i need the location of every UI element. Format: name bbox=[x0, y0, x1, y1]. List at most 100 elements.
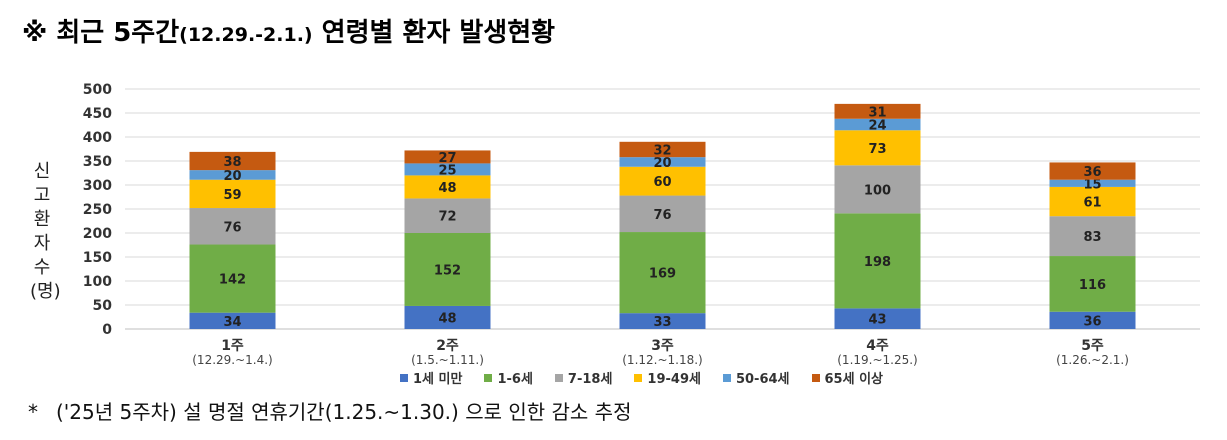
data-label: 76 bbox=[653, 208, 671, 223]
legend-label: 1세 미만 bbox=[413, 372, 463, 387]
data-label: 60 bbox=[653, 175, 671, 190]
bar-segment bbox=[404, 233, 491, 306]
x-tick-sublabel: (1.26.~2.1.) bbox=[1056, 353, 1129, 367]
data-label: 100 bbox=[864, 183, 891, 198]
bar-segment bbox=[189, 208, 276, 245]
bar-segment bbox=[189, 312, 276, 329]
y-tick-label: 250 bbox=[83, 202, 112, 218]
bar-segment bbox=[834, 118, 921, 131]
data-label: 27 bbox=[438, 151, 456, 166]
title-prefix: ※ 최근 5주간 bbox=[22, 18, 180, 48]
legend-swatch bbox=[484, 373, 493, 382]
y-tick-label: 0 bbox=[102, 322, 112, 338]
bar-segment bbox=[1049, 179, 1136, 187]
legend-label: 7-18세 bbox=[567, 372, 613, 387]
y-tick-label: 150 bbox=[83, 250, 112, 266]
bar-segment bbox=[834, 165, 921, 214]
bar-segment bbox=[619, 141, 706, 158]
data-label: 48 bbox=[438, 181, 456, 196]
data-label: 34 bbox=[223, 315, 241, 330]
stacked-bar-chart: 0 50 100 150 200 250 300 350 400 450 500 34 142 76 59 2… bbox=[83, 82, 1200, 367]
bar-segment bbox=[189, 244, 276, 313]
data-label: 20 bbox=[653, 156, 671, 171]
data-label: 72 bbox=[438, 210, 456, 225]
title-suffix: 연령별 환자 발생현황 bbox=[312, 18, 556, 48]
bar-segment bbox=[1049, 311, 1136, 329]
data-label: 15 bbox=[1083, 177, 1101, 192]
legend-swatch bbox=[811, 373, 820, 382]
legend-swatch bbox=[554, 373, 563, 382]
bar-segment bbox=[619, 166, 706, 196]
data-label: 116 bbox=[1079, 278, 1106, 293]
y-tick-label: 200 bbox=[83, 226, 112, 242]
legend-label: 50-64세 bbox=[735, 372, 790, 387]
data-label: 198 bbox=[864, 255, 891, 270]
legend-label: 65세 이상 bbox=[824, 372, 884, 387]
data-label: 73 bbox=[868, 142, 886, 157]
bar-segment bbox=[1049, 256, 1136, 312]
legend-item: 19-49세 bbox=[634, 368, 701, 387]
x-tick-sublabel: (1.5.~1.11.) bbox=[411, 353, 484, 367]
bar-segment bbox=[1049, 216, 1136, 257]
footnote-text: ('25년 5주차) 설 명절 연휴기간(1.25.~1.30.) 으로 인한 … bbox=[56, 400, 632, 424]
title-date-range: (12.29.-2.1.) bbox=[179, 24, 313, 46]
y-tick-label: 300 bbox=[83, 178, 112, 194]
chart-title: ※ 최근 5주간(12.29.-2.1.) 연령별 환자 발생현황 bbox=[22, 12, 555, 49]
bar-segment bbox=[189, 179, 276, 209]
legend-item: 1세 미만 bbox=[400, 368, 462, 387]
data-label: 48 bbox=[438, 311, 456, 326]
bar-segment bbox=[834, 130, 921, 166]
legend-item: 65세 이상 bbox=[811, 368, 884, 387]
data-label: 33 bbox=[653, 315, 671, 330]
legend-item: 50-64세 bbox=[722, 368, 790, 387]
data-label: 38 bbox=[223, 155, 241, 170]
bar-segment bbox=[404, 175, 491, 199]
data-label: 61 bbox=[1083, 196, 1101, 211]
bar-segment bbox=[834, 103, 921, 119]
data-label: 76 bbox=[223, 220, 241, 235]
data-label: 32 bbox=[653, 143, 671, 158]
x-tick-label: 3주 bbox=[651, 338, 674, 354]
data-label: 31 bbox=[868, 105, 886, 120]
bar-segment bbox=[189, 170, 276, 180]
bar-segment bbox=[619, 232, 706, 314]
legend-item: 7-18세 bbox=[554, 368, 613, 387]
bar-segment bbox=[404, 198, 491, 233]
x-tick-label: 1주 bbox=[221, 338, 244, 354]
bar-segment bbox=[619, 313, 706, 329]
footnote: * ('25년 5주차) 설 명절 연휴기간(1.25.~1.30.) 으로 인한… bbox=[28, 396, 631, 425]
bar-segment bbox=[619, 195, 706, 233]
legend-swatch bbox=[400, 373, 408, 382]
y-tick-label: 50 bbox=[93, 298, 113, 314]
legend-label: 1-6세 bbox=[497, 372, 533, 387]
legend-label: 19-49세 bbox=[647, 372, 701, 387]
data-label: 36 bbox=[1083, 314, 1101, 329]
x-tick-sublabel: (1.12.~1.18.) bbox=[622, 353, 702, 367]
bar-segment bbox=[189, 151, 276, 171]
data-label: 36 bbox=[1083, 165, 1101, 180]
y-tick-label: 450 bbox=[83, 106, 112, 122]
legend-item: 1-6세 bbox=[484, 368, 533, 387]
x-tick-label: 2주 bbox=[436, 338, 459, 354]
data-label: 59 bbox=[223, 188, 241, 203]
bar-segment bbox=[1049, 162, 1136, 180]
bar-segment bbox=[619, 157, 706, 167]
x-tick-label: 4주 bbox=[866, 338, 889, 354]
data-label: 142 bbox=[219, 273, 246, 288]
bar-segment bbox=[404, 305, 491, 329]
bar-segment bbox=[404, 163, 491, 176]
y-tick-label: 500 bbox=[83, 82, 112, 98]
x-tick-sublabel: (1.19.~1.25.) bbox=[837, 353, 917, 367]
x-tick-sublabel: (12.29.~1.4.) bbox=[192, 353, 272, 367]
y-tick-label: 400 bbox=[83, 130, 112, 146]
legend-swatch bbox=[722, 373, 731, 382]
legend-swatch bbox=[634, 373, 643, 382]
chart-legend: 1세 미만 1-6세 7-18세 19-49세 50-64세 65세 이상 bbox=[400, 368, 883, 387]
data-label: 25 bbox=[438, 163, 456, 178]
y-tick-label: 350 bbox=[83, 154, 112, 170]
bar-segment bbox=[1049, 186, 1136, 217]
y-tick-label: 100 bbox=[83, 274, 112, 290]
data-label: 24 bbox=[868, 119, 886, 134]
bar-segment bbox=[834, 308, 921, 329]
footnote-mark: * bbox=[28, 400, 38, 424]
